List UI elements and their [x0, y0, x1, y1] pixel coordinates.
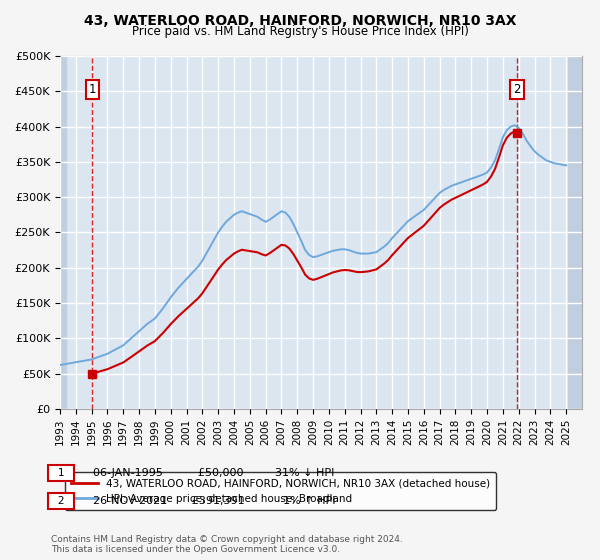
- Text: 2: 2: [51, 496, 71, 506]
- Text: 2: 2: [514, 83, 521, 96]
- Text: 06-JAN-1995          £50,000         31% ↓ HPI: 06-JAN-1995 £50,000 31% ↓ HPI: [93, 468, 334, 478]
- Text: 1: 1: [51, 468, 71, 478]
- Text: Price paid vs. HM Land Registry's House Price Index (HPI): Price paid vs. HM Land Registry's House …: [131, 25, 469, 38]
- Text: 26-NOV-2021       £391,391           1% ↑ HPI: 26-NOV-2021 £391,391 1% ↑ HPI: [93, 496, 335, 506]
- Text: 43, WATERLOO ROAD, HAINFORD, NORWICH, NR10 3AX: 43, WATERLOO ROAD, HAINFORD, NORWICH, NR…: [84, 14, 516, 28]
- Text: Contains HM Land Registry data © Crown copyright and database right 2024.
This d: Contains HM Land Registry data © Crown c…: [51, 535, 403, 554]
- Bar: [568, 56, 582, 409]
- Bar: [60, 56, 67, 409]
- Bar: [60, 56, 67, 409]
- Text: 1: 1: [89, 83, 96, 96]
- Bar: [568, 56, 582, 409]
- Legend: 43, WATERLOO ROAD, HAINFORD, NORWICH, NR10 3AX (detached house), HPI: Average pr: 43, WATERLOO ROAD, HAINFORD, NORWICH, NR…: [65, 472, 496, 510]
